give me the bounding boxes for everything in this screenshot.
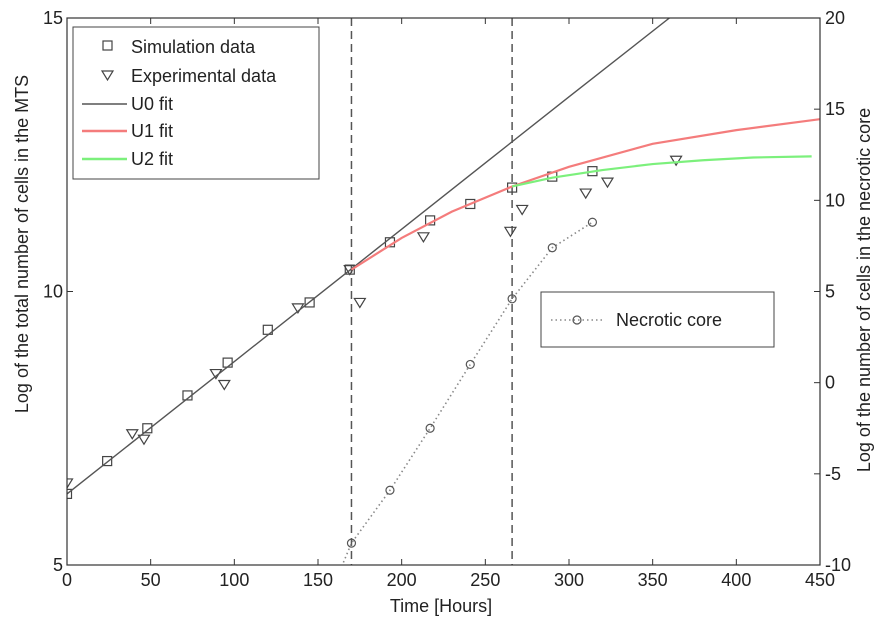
point-experimental-data <box>503 226 518 238</box>
point-experimental-data <box>137 434 151 446</box>
y-axis-right-label: Log of the number of cells in the necrot… <box>854 108 874 472</box>
legend-item-simulation: Simulation data <box>102 37 256 57</box>
legend-triangle-marker <box>100 70 115 82</box>
legend-necrotic: Necrotic core <box>540 291 775 348</box>
x-tick-label: 0 <box>62 570 72 590</box>
point-experimental-data <box>416 232 430 243</box>
y-axis-left-label: Log of the total number of cells in the … <box>12 75 32 413</box>
legend-item-u0: U0 fit <box>82 94 173 114</box>
series-line-u1-fit <box>350 118 820 271</box>
y-left-tick-label: 10 <box>43 282 63 302</box>
series-line-necrotic-core <box>341 221 593 565</box>
y-left-tick-label: 15 <box>43 8 63 28</box>
point-experimental-data <box>209 368 223 380</box>
point-experimental-data <box>353 297 367 309</box>
y-right-tick-label: 15 <box>825 99 845 119</box>
point-experimental-data <box>579 188 593 200</box>
legend-label-u2: U2 fit <box>131 149 173 169</box>
point-necrotic-core <box>425 423 435 433</box>
plot-area <box>67 18 820 565</box>
series-line-u2-fit <box>511 155 812 188</box>
point-simulation-data <box>304 297 315 308</box>
x-tick-label: 450 <box>805 570 835 590</box>
point-experimental-data <box>125 429 139 440</box>
point-necrotic-core <box>346 538 357 548</box>
point-simulation-data <box>102 455 113 467</box>
x-tick-label: 100 <box>219 570 249 590</box>
y-right-tick-label: 10 <box>825 190 845 210</box>
legend-label-experimental: Experimental data <box>131 66 277 86</box>
point-necrotic-core <box>385 485 395 495</box>
y-left-tick-label: 5 <box>53 555 63 575</box>
point-necrotic-core <box>465 359 475 370</box>
x-tick-label: 200 <box>387 570 417 590</box>
point-necrotic-core <box>547 243 557 253</box>
point-simulation-data <box>222 357 233 368</box>
legend-circle-marker <box>572 315 582 325</box>
legend-item-u2: U2 fit <box>82 149 173 169</box>
x-tick-label: 400 <box>721 570 751 590</box>
legend-label-necrotic: Necrotic core <box>616 310 722 330</box>
point-experimental-data <box>600 177 615 189</box>
point-experimental-data <box>515 204 529 216</box>
legend-label-u1: U1 fit <box>131 121 173 141</box>
legend-square-marker <box>102 40 113 51</box>
point-simulation-data <box>67 488 73 499</box>
x-tick-label: 350 <box>638 570 668 590</box>
x-tick-label: 50 <box>141 570 161 590</box>
point-simulation-data <box>465 198 476 210</box>
legend-item-u1: U1 fit <box>82 121 173 141</box>
legend-label-simulation: Simulation data <box>131 37 256 57</box>
point-experimental-data <box>67 478 74 490</box>
point-simulation-data <box>142 423 153 434</box>
point-experimental-data <box>217 379 231 391</box>
y-right-tick-label: -5 <box>825 464 841 484</box>
x-tick-label: 300 <box>554 570 584 590</box>
series-line-u0-fit <box>67 18 670 495</box>
y-right-tick-label: 0 <box>825 373 835 393</box>
x-axis-label: Time [Hours] <box>390 596 492 616</box>
y-right-tick-label: 5 <box>825 282 835 302</box>
axes: 0 50 100 150 200 250 300 350 400 45051015-10-5051… <box>43 8 851 590</box>
y-right-tick-label: -10 <box>825 555 851 575</box>
point-necrotic-core <box>587 217 598 227</box>
legend-label-u0: U0 fit <box>131 94 173 114</box>
legend-item-experimental: Experimental data <box>100 66 277 86</box>
x-tick-label: 150 <box>303 570 333 590</box>
point-experimental-data <box>669 155 683 167</box>
point-necrotic-core <box>507 294 517 304</box>
y-right-tick-label: 20 <box>825 8 845 28</box>
series-group <box>67 18 820 565</box>
x-tick-label: 250 <box>470 570 500 590</box>
legend: Simulation data Experimental data U0 fit… <box>72 26 320 180</box>
